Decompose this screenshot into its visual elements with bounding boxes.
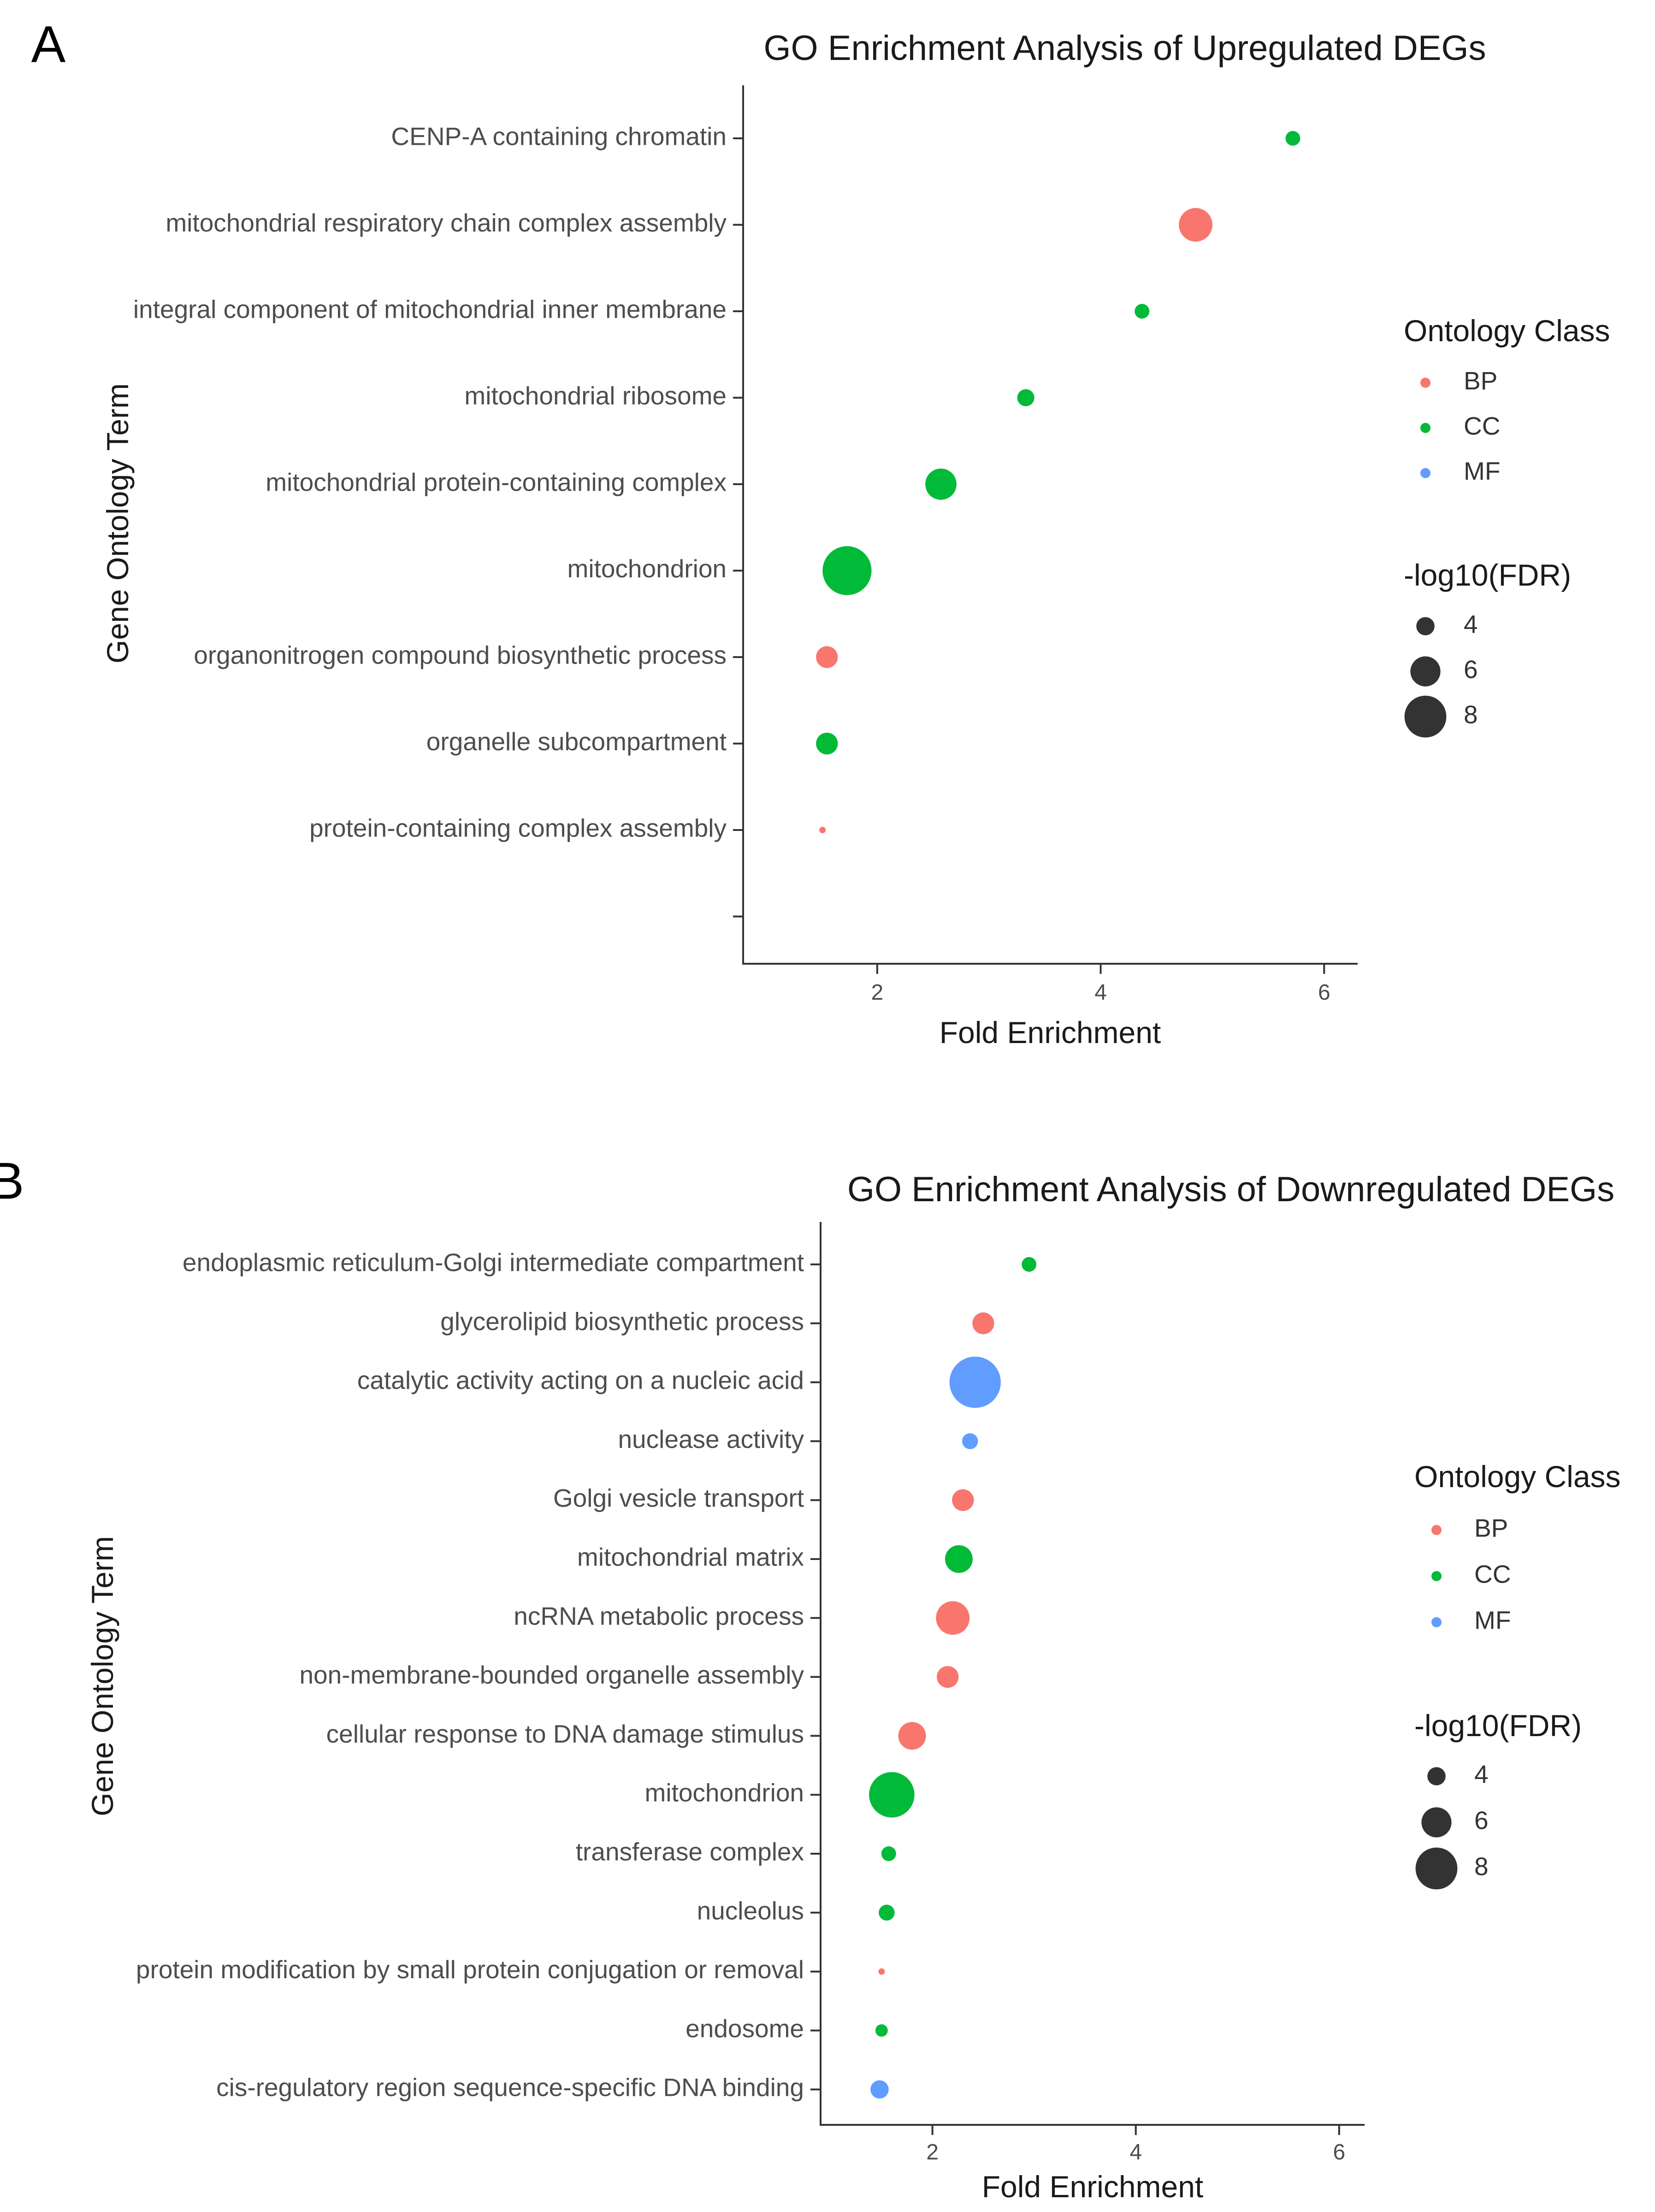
- data-point: [869, 1772, 915, 1818]
- y-category-label: Golgi vesicle transport: [553, 1484, 804, 1512]
- x-axis-label: Fold Enrichment: [982, 2170, 1204, 2204]
- data-point: [1135, 304, 1150, 319]
- data-point: [1179, 208, 1213, 242]
- panel-letter: B: [0, 1152, 24, 1210]
- legend-size-label: 4: [1464, 610, 1478, 639]
- y-category-label: mitochondrial matrix: [577, 1543, 804, 1572]
- legend-color-label: BP: [1474, 1514, 1508, 1542]
- legend-color-key: [1420, 378, 1430, 388]
- data-point: [952, 1489, 974, 1511]
- legend-size-key: [1404, 695, 1447, 738]
- legend-color-label: CC: [1474, 1560, 1511, 1589]
- x-tick-label: 6: [1333, 2140, 1346, 2165]
- axis-lines: [820, 1222, 1365, 2126]
- legend-size-key: [1410, 656, 1441, 687]
- data-point: [879, 1904, 895, 1921]
- legend-size-title: -log10(FDR): [1414, 1708, 1582, 1743]
- legend-size-label: 6: [1474, 1806, 1489, 1835]
- data-point: [898, 1722, 926, 1750]
- y-category-label: cellular response to DNA damage stimulus: [326, 1720, 804, 1748]
- legend-color-label: BP: [1464, 367, 1497, 395]
- y-category-label: transferase complex: [576, 1838, 804, 1866]
- data-point: [1285, 131, 1300, 146]
- y-category-label: organelle subcompartment: [426, 727, 727, 756]
- legend-size-label: 8: [1464, 700, 1478, 729]
- legend-size-key: [1416, 617, 1435, 635]
- panel-b: B GO Enrichment Analysis of Downregulated…: [0, 1152, 1621, 2204]
- y-category-label: endoplasmic reticulum-Golgi intermediate…: [183, 1248, 804, 1277]
- chart-title: GO Enrichment Analysis of Upregulated DE…: [763, 29, 1486, 68]
- y-category-label: glycerolipid biosynthetic process: [440, 1307, 804, 1335]
- legend-size-key: [1421, 1807, 1452, 1838]
- y-category-label: CENP-A containing chromatin: [391, 122, 727, 151]
- y-category-label: organonitrogen compound biosynthetic pro…: [194, 641, 727, 670]
- data-point: [870, 2080, 889, 2099]
- y-category-label: mitochondrial protein-containing complex: [266, 468, 727, 497]
- data-point: [816, 732, 838, 755]
- axis-lines: [742, 85, 1358, 965]
- y-axis-label: Gene Ontology Term: [100, 383, 135, 664]
- y-category-label: protein-containing complex assembly: [309, 814, 727, 842]
- x-axis-label: Fold Enrichment: [940, 1015, 1161, 1050]
- legend-size-key: [1427, 1767, 1446, 1785]
- panel-letter: A: [31, 16, 66, 73]
- legend-color-key: [1431, 1617, 1442, 1627]
- legend-color-title: Ontology Class: [1404, 314, 1610, 348]
- legend-color-key: [1431, 1525, 1442, 1535]
- data-point: [819, 827, 826, 833]
- y-category-label: nucleolus: [697, 1896, 804, 1925]
- y-category-label: protein modification by small protein co…: [136, 1955, 804, 1984]
- panel-a: A GO Enrichment Analysis of Upregulated D…: [31, 16, 1610, 1050]
- data-point: [937, 1666, 959, 1688]
- legend-color-label: MF: [1464, 457, 1500, 486]
- y-category-label: mitochondrial respiratory chain complex …: [166, 208, 727, 237]
- data-point: [962, 1433, 978, 1449]
- legend-color-key: [1431, 1571, 1442, 1581]
- x-tick-label: 4: [1129, 2140, 1142, 2165]
- y-category-label: mitochondrion: [645, 1779, 804, 1807]
- legend-size-label: 6: [1464, 655, 1478, 684]
- data-point: [936, 1601, 970, 1635]
- legend: Ontology Class BP CC MF -log10(FDR) 4 6 8: [1414, 1459, 1621, 1890]
- data-point: [875, 2024, 888, 2037]
- legend-size-label: 4: [1474, 1760, 1489, 1789]
- data-point: [878, 1968, 885, 1975]
- legend-color-label: CC: [1464, 412, 1500, 440]
- y-category-label: cis-regulatory region sequence-specific …: [216, 2073, 804, 2102]
- x-tick-label: 2: [926, 2140, 939, 2165]
- y-category-label: endosome: [686, 2014, 804, 2043]
- x-tick-label: 4: [1094, 980, 1107, 1005]
- data-point: [822, 546, 872, 595]
- y-axis-label: Gene Ontology Term: [85, 1536, 119, 1816]
- y-category-label: mitochondrion: [567, 554, 727, 583]
- legend-size-title: -log10(FDR): [1404, 558, 1571, 592]
- legend: Ontology Class BP CC MF -log10(FDR) 4 6 8: [1404, 314, 1610, 738]
- data-point: [816, 646, 838, 668]
- y-category-label: mitochondrial ribosome: [464, 381, 727, 410]
- legend-size-key: [1415, 1847, 1458, 1890]
- y-category-label: integral component of mitochondrial inne…: [133, 295, 727, 324]
- data-point: [972, 1312, 994, 1334]
- chart-title: GO Enrichment Analysis of Downregulated …: [847, 1170, 1614, 1209]
- y-category-label: non-membrane-bounded organelle assembly: [299, 1660, 804, 1689]
- y-category-label: nuclease activity: [618, 1425, 804, 1453]
- legend-size-label: 8: [1474, 1852, 1489, 1881]
- x-tick-label: 6: [1318, 980, 1330, 1005]
- data-point: [949, 1356, 1001, 1408]
- x-tick-label: 2: [871, 980, 883, 1005]
- y-category-label: ncRNA metabolic process: [514, 1601, 804, 1630]
- data-point: [925, 468, 957, 500]
- y-category-label: catalytic activity acting on a nucleic a…: [357, 1366, 804, 1394]
- legend-color-key: [1420, 423, 1430, 433]
- data-point: [1017, 389, 1034, 407]
- data-point: [881, 1846, 896, 1861]
- legend-color-key: [1420, 468, 1430, 478]
- data-point: [945, 1545, 973, 1573]
- legend-color-label: MF: [1474, 1606, 1511, 1635]
- data-point: [1022, 1257, 1037, 1272]
- legend-color-title: Ontology Class: [1414, 1459, 1621, 1494]
